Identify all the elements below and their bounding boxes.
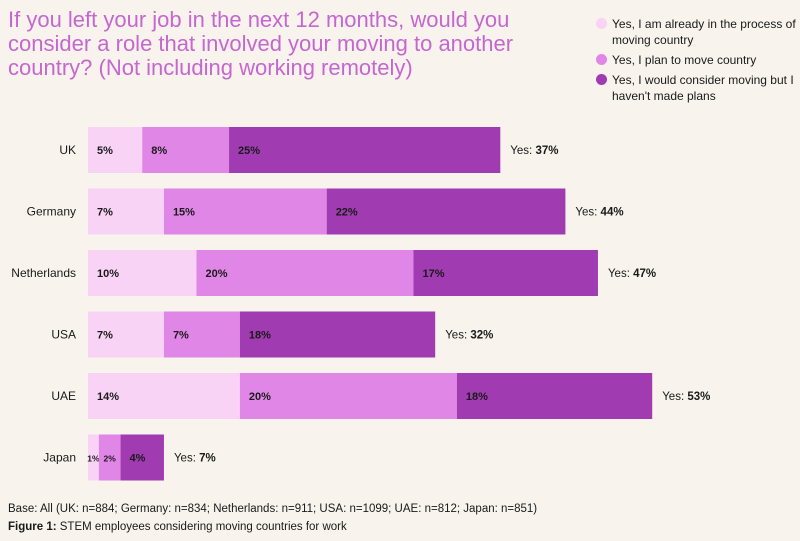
base-note: Base: All (UK: n=884; Germany: n=834; Ne… xyxy=(8,503,538,515)
data-label: 4% xyxy=(130,453,146,465)
data-label: 7% xyxy=(97,330,113,342)
figure-caption: Figure 1: STEM employees considering mov… xyxy=(8,518,537,536)
bar-segment xyxy=(88,311,164,358)
bar-segment xyxy=(98,434,121,481)
bar-segment xyxy=(163,311,240,358)
category-label: Japan xyxy=(43,451,76,465)
figure-caption-text: STEM employees considering moving countr… xyxy=(56,521,347,533)
data-label: 7% xyxy=(97,207,113,219)
total-label: Yes: 53% xyxy=(662,391,710,403)
legend-item-plan-to-move: Yes, I plan to move country xyxy=(596,52,796,68)
chart-footer: Base: All (UK: n=884; Germany: n=834; Ne… xyxy=(8,500,537,536)
category-label: Germany xyxy=(27,205,76,219)
legend-label: Yes, I plan to move country xyxy=(612,53,757,67)
data-label: 5% xyxy=(97,145,113,157)
stacked-bar-chart: UK 5% 8% 25% Yes: 37% Germany 7% 15% 22% Yes: 44%… xyxy=(11,127,710,481)
total-label: Yes: 44% xyxy=(575,207,623,219)
legend-label: Yes, I am already in the process of movi… xyxy=(612,17,796,47)
total-label: Yes: 32% xyxy=(445,330,493,342)
data-label: 7% xyxy=(173,330,189,342)
bar-segment xyxy=(163,188,327,235)
circle-icon xyxy=(596,18,607,29)
data-label: 15% xyxy=(173,207,195,219)
figure-label: Figure 1: xyxy=(8,521,57,533)
circle-icon xyxy=(596,74,607,85)
data-label: 8% xyxy=(151,145,167,157)
category-label: USA xyxy=(51,328,76,342)
bar-segment xyxy=(326,188,566,235)
bar-segment xyxy=(120,434,164,481)
total-label: Yes: 47% xyxy=(608,268,656,280)
data-label: 22% xyxy=(336,207,358,219)
data-label: 25% xyxy=(238,145,260,157)
bar-segment xyxy=(413,250,598,296)
data-label: 20% xyxy=(249,391,271,403)
data-label: 2% xyxy=(104,454,117,464)
data-label: 1% xyxy=(87,454,100,464)
bar-segment xyxy=(239,373,457,419)
bar-segment xyxy=(88,373,240,419)
bar-segment xyxy=(196,250,414,296)
circle-icon xyxy=(596,54,607,65)
category-label: Netherlands xyxy=(11,266,76,280)
legend-item-would-consider: Yes, I would consider moving but I haven… xyxy=(596,72,796,104)
bar-segment xyxy=(142,127,230,173)
bar-segment xyxy=(456,373,653,419)
bar-segment xyxy=(239,311,436,358)
data-label: 20% xyxy=(206,268,228,280)
legend-item-in-process: Yes, I am already in the process of movi… xyxy=(596,16,796,48)
legend: Yes, I am already in the process of movi… xyxy=(596,16,796,108)
data-label: 17% xyxy=(423,268,445,280)
bar-segment xyxy=(88,250,197,296)
category-label: UK xyxy=(59,143,76,157)
data-label: 18% xyxy=(466,391,488,403)
data-label: 18% xyxy=(249,330,271,342)
total-label: Yes: 37% xyxy=(510,145,558,157)
bar-segment xyxy=(229,127,501,173)
bar-segment xyxy=(88,127,143,173)
legend-label: Yes, I would consider moving but I haven… xyxy=(612,73,794,103)
data-label: 10% xyxy=(97,268,119,280)
category-label: UAE xyxy=(51,389,76,403)
bar-segment xyxy=(88,434,99,481)
bar-segment xyxy=(88,188,164,235)
chart-title: If you left your job in the next 12 mont… xyxy=(8,7,514,80)
total-label: Yes: 7% xyxy=(174,453,216,465)
data-label: 14% xyxy=(97,391,119,403)
